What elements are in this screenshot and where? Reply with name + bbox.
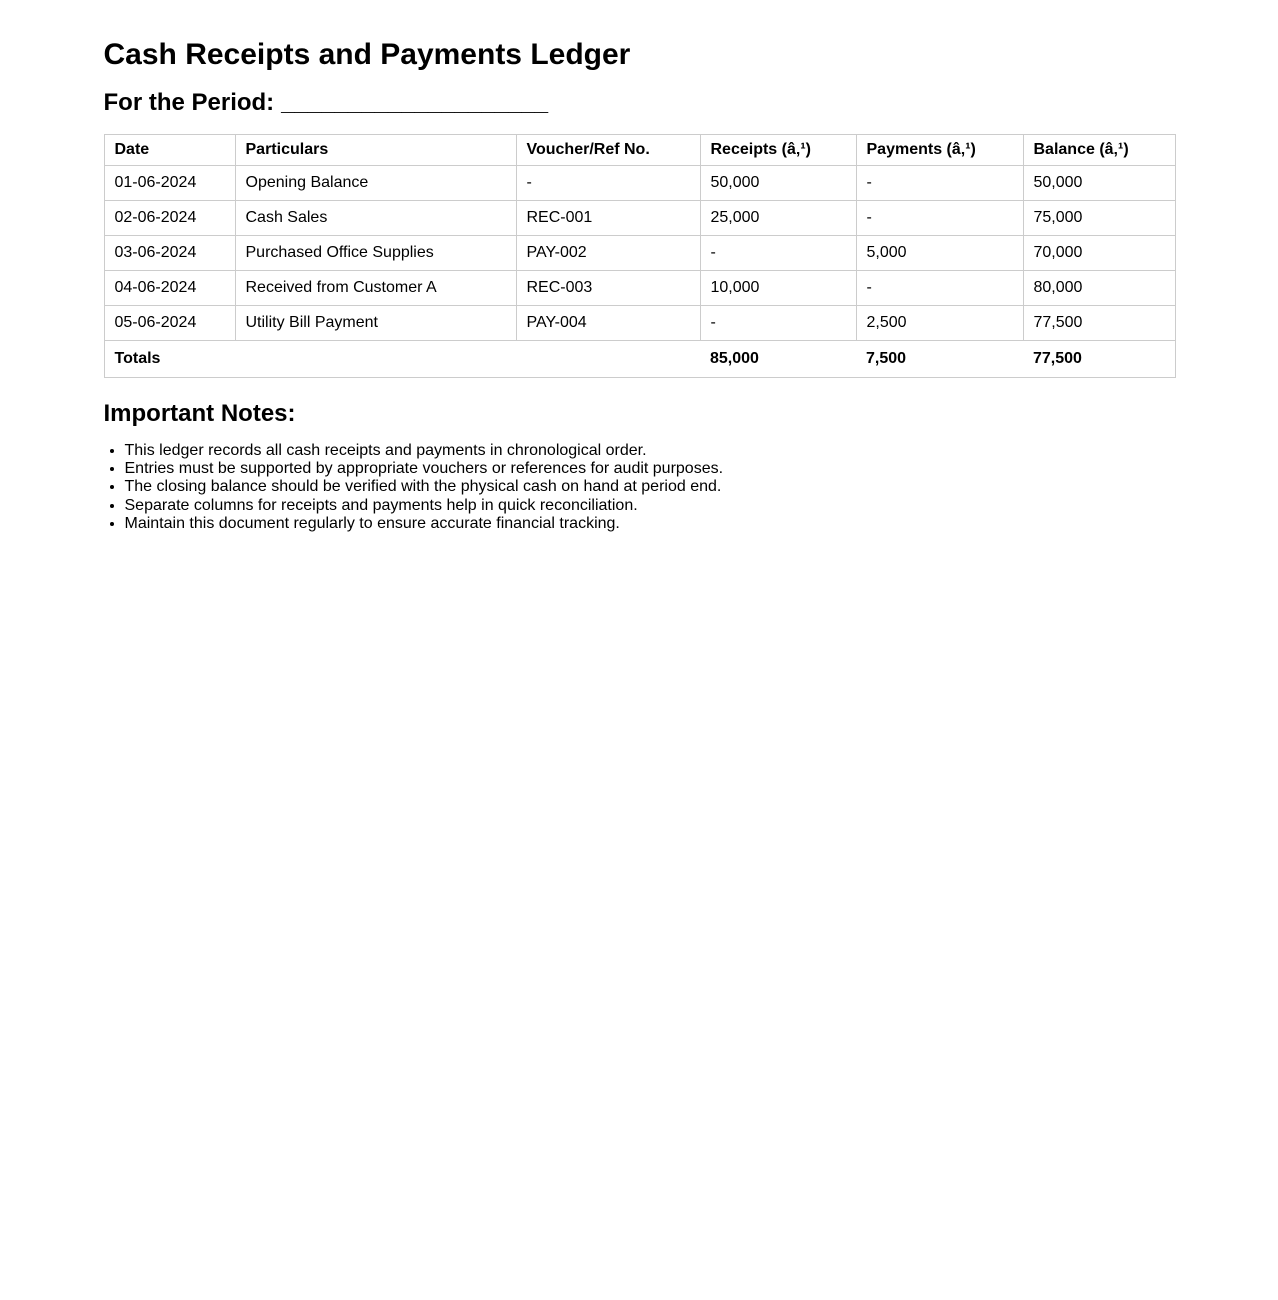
- table-cell: -: [855, 200, 1024, 237]
- col-header-particulars: Particulars: [234, 134, 517, 167]
- period-blank-line: ____________________: [281, 88, 549, 116]
- period-heading: For the Period: ____________________: [104, 89, 1175, 117]
- ledger-table: Date Particulars Voucher/Ref No. Receipt…: [103, 134, 1176, 379]
- table-cell: Received from Customer A: [234, 270, 517, 307]
- table-cell: Utility Bill Payment: [234, 305, 517, 342]
- ledger-table-footer: Totals 85,000 7,500 77,500: [104, 340, 1175, 379]
- table-cell: 70,000: [1022, 235, 1176, 272]
- table-cell: 50,000: [1022, 165, 1176, 202]
- table-cell: 02-06-2024: [103, 200, 236, 237]
- table-cell: PAY-002: [515, 235, 701, 272]
- note-item: The closing balance should be verified w…: [125, 478, 1175, 496]
- totals-payments: 7,500: [856, 340, 1023, 379]
- notes-heading: Important Notes:: [103, 400, 296, 428]
- table-cell: Purchased Office Supplies: [234, 235, 517, 272]
- col-header-receipts: Receipts (â‚¹): [699, 134, 857, 167]
- table-row: 05-06-2024 Utility Bill Payment PAY-004-2,…: [103, 305, 1176, 342]
- table-cell: REC-003: [515, 270, 701, 307]
- totals-row: Totals 85,000 7,500 77,500: [104, 340, 1175, 379]
- table-cell: 80,000: [1022, 270, 1176, 307]
- table-row: 02-06-2024 Cash Sales REC-001 25,000-75,000: [103, 200, 1176, 237]
- ledger-table-body: 01-06-2024 Opening Balance -50,000-50,000 0…: [103, 165, 1176, 342]
- document-page: Cash Receipts and Payments Ledger For th…: [103, 0, 1176, 534]
- note-item: Separate columns for receipts and paymen…: [125, 497, 1175, 515]
- table-cell: 2,500: [855, 305, 1024, 342]
- header-row: Date Particulars Voucher/Ref No. Receipt…: [103, 134, 1176, 167]
- table-cell: PAY-004: [515, 305, 701, 342]
- table-cell: -: [699, 235, 857, 272]
- col-header-date: Date: [103, 134, 236, 167]
- table-cell: 25,000: [699, 200, 857, 237]
- table-cell: -: [855, 165, 1024, 202]
- table-row: 04-06-2024 Received from Customer A REC-00…: [103, 270, 1176, 307]
- totals-label: Totals: [104, 340, 700, 379]
- note-item: Entries must be supported by appropriate…: [125, 460, 1175, 478]
- table-row: 03-06-2024 Purchased Office Supplies PAY-0…: [103, 235, 1176, 272]
- table-cell: 10,000: [699, 270, 857, 307]
- table-cell: Opening Balance: [234, 165, 517, 202]
- table-cell: -: [515, 165, 701, 202]
- table-cell: -: [699, 305, 857, 342]
- table-row: 01-06-2024 Opening Balance -50,000-50,000: [103, 165, 1176, 202]
- table-cell: 04-06-2024: [103, 270, 236, 307]
- col-header-balance: Balance (â‚¹): [1022, 134, 1176, 167]
- totals-receipts: 85,000: [700, 340, 856, 379]
- table-cell: 03-06-2024: [103, 235, 236, 272]
- totals-balance: 77,500: [1023, 340, 1175, 379]
- table-cell: Cash Sales: [234, 200, 517, 237]
- table-cell: 75,000: [1022, 200, 1176, 237]
- notes-list: This ledger records all cash receipts an…: [104, 442, 1175, 534]
- table-cell: -: [855, 270, 1024, 307]
- col-header-voucher: Voucher/Ref No.: [515, 134, 701, 167]
- table-cell: 01-06-2024: [103, 165, 236, 202]
- note-item: This ledger records all cash receipts an…: [125, 442, 1175, 460]
- table-cell: 77,500: [1022, 305, 1176, 342]
- table-cell: 50,000: [699, 165, 857, 202]
- period-label: For the Period:: [103, 88, 275, 116]
- note-item: Maintain this document regularly to ensu…: [125, 515, 1175, 533]
- col-header-payments: Payments (â‚¹): [855, 134, 1024, 167]
- table-cell: 05-06-2024: [103, 305, 236, 342]
- page-title: Cash Receipts and Payments Ledger: [103, 38, 631, 71]
- table-cell: REC-001: [515, 200, 701, 237]
- table-cell: 5,000: [855, 235, 1024, 272]
- ledger-table-header: Date Particulars Voucher/Ref No. Receipt…: [103, 134, 1176, 167]
